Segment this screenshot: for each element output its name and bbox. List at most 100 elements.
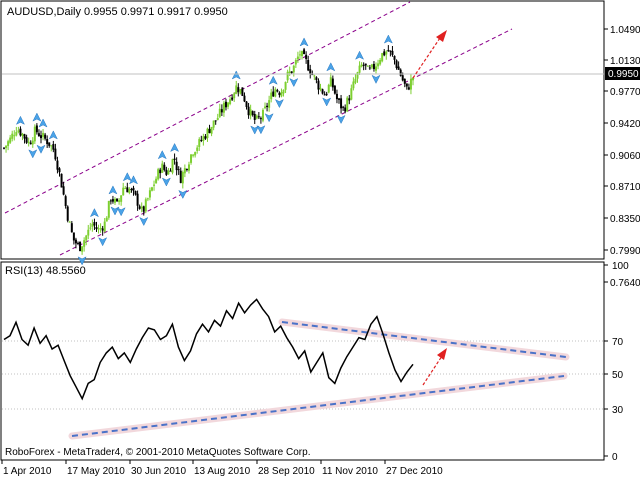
time-tick: 1 Apr 2010 <box>1 460 52 477</box>
candle-body <box>124 188 127 190</box>
price-candle <box>54 143 57 161</box>
price-candle <box>56 156 59 174</box>
fractal-down-marker <box>371 74 381 84</box>
price-candle <box>218 103 221 119</box>
price-candle <box>62 181 65 196</box>
fractal-down-marker <box>250 125 260 135</box>
price-tick-label: 0.8350 <box>610 214 640 225</box>
price-candle <box>173 153 176 165</box>
time-tick: 13 Aug 2010 <box>192 460 251 477</box>
price-candle <box>44 132 47 141</box>
candle-body <box>91 223 94 227</box>
fractal-up-marker <box>326 62 336 72</box>
candle-body <box>331 78 334 88</box>
fractal-up-marker <box>128 175 139 185</box>
time-tick: 28 Sep 2010 <box>256 460 315 477</box>
price-candle <box>224 98 227 111</box>
candle-body <box>161 163 164 173</box>
candle-body <box>89 227 92 229</box>
candle-body <box>412 77 414 81</box>
price-candle <box>381 52 384 63</box>
fractal-up-marker <box>108 185 118 195</box>
price-candle <box>194 151 197 158</box>
time-axis: 1 Apr 2010 17 May 2010 30 Jun 2010 13 Au… <box>1 460 443 477</box>
rsi-axis: 100 70 50 30 0 <box>604 261 629 463</box>
candle-body <box>130 189 133 191</box>
candle-body <box>255 115 258 119</box>
rsi-tick: 100 <box>604 261 629 272</box>
candle-body <box>183 168 186 174</box>
price-tick-label: 0.9420 <box>610 119 640 130</box>
candle-body <box>19 128 22 136</box>
price-candle <box>118 197 121 205</box>
candle-body <box>25 137 28 143</box>
price-candle <box>155 176 158 184</box>
candle-body <box>62 186 65 195</box>
price-candle <box>37 129 40 137</box>
forecast-arrow-shaft <box>412 37 441 79</box>
candle-body <box>116 198 119 202</box>
fractal-down-marker <box>139 216 149 227</box>
candle-body <box>311 74 314 76</box>
price-candle <box>387 45 390 52</box>
time-tick: 17 May 2010 <box>65 460 125 477</box>
price-candle <box>372 61 375 72</box>
price-candle <box>319 83 322 92</box>
candle-body <box>122 187 125 196</box>
rsi-tick: 0 <box>604 452 618 463</box>
price-candle <box>364 63 367 70</box>
candle-body <box>261 109 264 121</box>
candle-body <box>235 85 238 94</box>
price-candle <box>76 241 79 246</box>
price-candle <box>124 186 127 190</box>
candle-body <box>317 80 320 90</box>
candle-body <box>126 187 129 193</box>
price-candle <box>33 124 36 144</box>
rsi-tick-label: 50 <box>612 370 624 381</box>
price-candle <box>157 167 160 181</box>
forecast-arrow-head <box>436 30 447 42</box>
candle-body <box>307 60 310 71</box>
price-candle <box>185 168 188 172</box>
price-candle <box>397 61 400 70</box>
price-tick-label: 0.9770 <box>610 87 640 98</box>
price-candle <box>321 88 324 95</box>
time-tick: 30 Jun 2010 <box>129 460 186 477</box>
fractal-up-marker <box>122 172 132 182</box>
price-panel-frame <box>0 0 605 260</box>
candle-body <box>173 158 176 161</box>
candle-body <box>202 136 205 141</box>
price-candle <box>19 126 22 137</box>
price-candle <box>290 71 293 74</box>
price-tick: 1.0490 <box>604 25 640 36</box>
price-candle <box>190 154 193 165</box>
candle-body <box>233 93 236 99</box>
candle-body <box>231 97 234 100</box>
channel-upper-line <box>4 1 411 214</box>
candle-body <box>222 102 225 113</box>
price-candle <box>280 88 283 98</box>
candle-body <box>60 173 63 188</box>
candle-body <box>48 142 51 146</box>
candle-body <box>146 198 149 200</box>
price-tick: 0.9060 <box>604 151 640 162</box>
price-tick: 1.0130 <box>604 56 640 67</box>
candle-body <box>319 87 322 90</box>
candle-body <box>3 147 5 149</box>
forecast-arrow-price <box>412 30 447 79</box>
price-candle <box>150 186 153 192</box>
candle-body <box>329 77 332 87</box>
price-candle <box>87 224 90 240</box>
candle-body <box>103 221 106 232</box>
candle-body <box>11 133 14 139</box>
price-candle <box>103 217 106 233</box>
price-candle <box>74 237 77 249</box>
price-candle <box>23 133 26 144</box>
candle-body <box>245 101 248 107</box>
candle-body <box>153 184 156 186</box>
candle-body <box>196 147 199 151</box>
price-candle <box>237 83 240 97</box>
fractal-up-marker <box>268 75 278 85</box>
candle-body <box>389 50 392 52</box>
